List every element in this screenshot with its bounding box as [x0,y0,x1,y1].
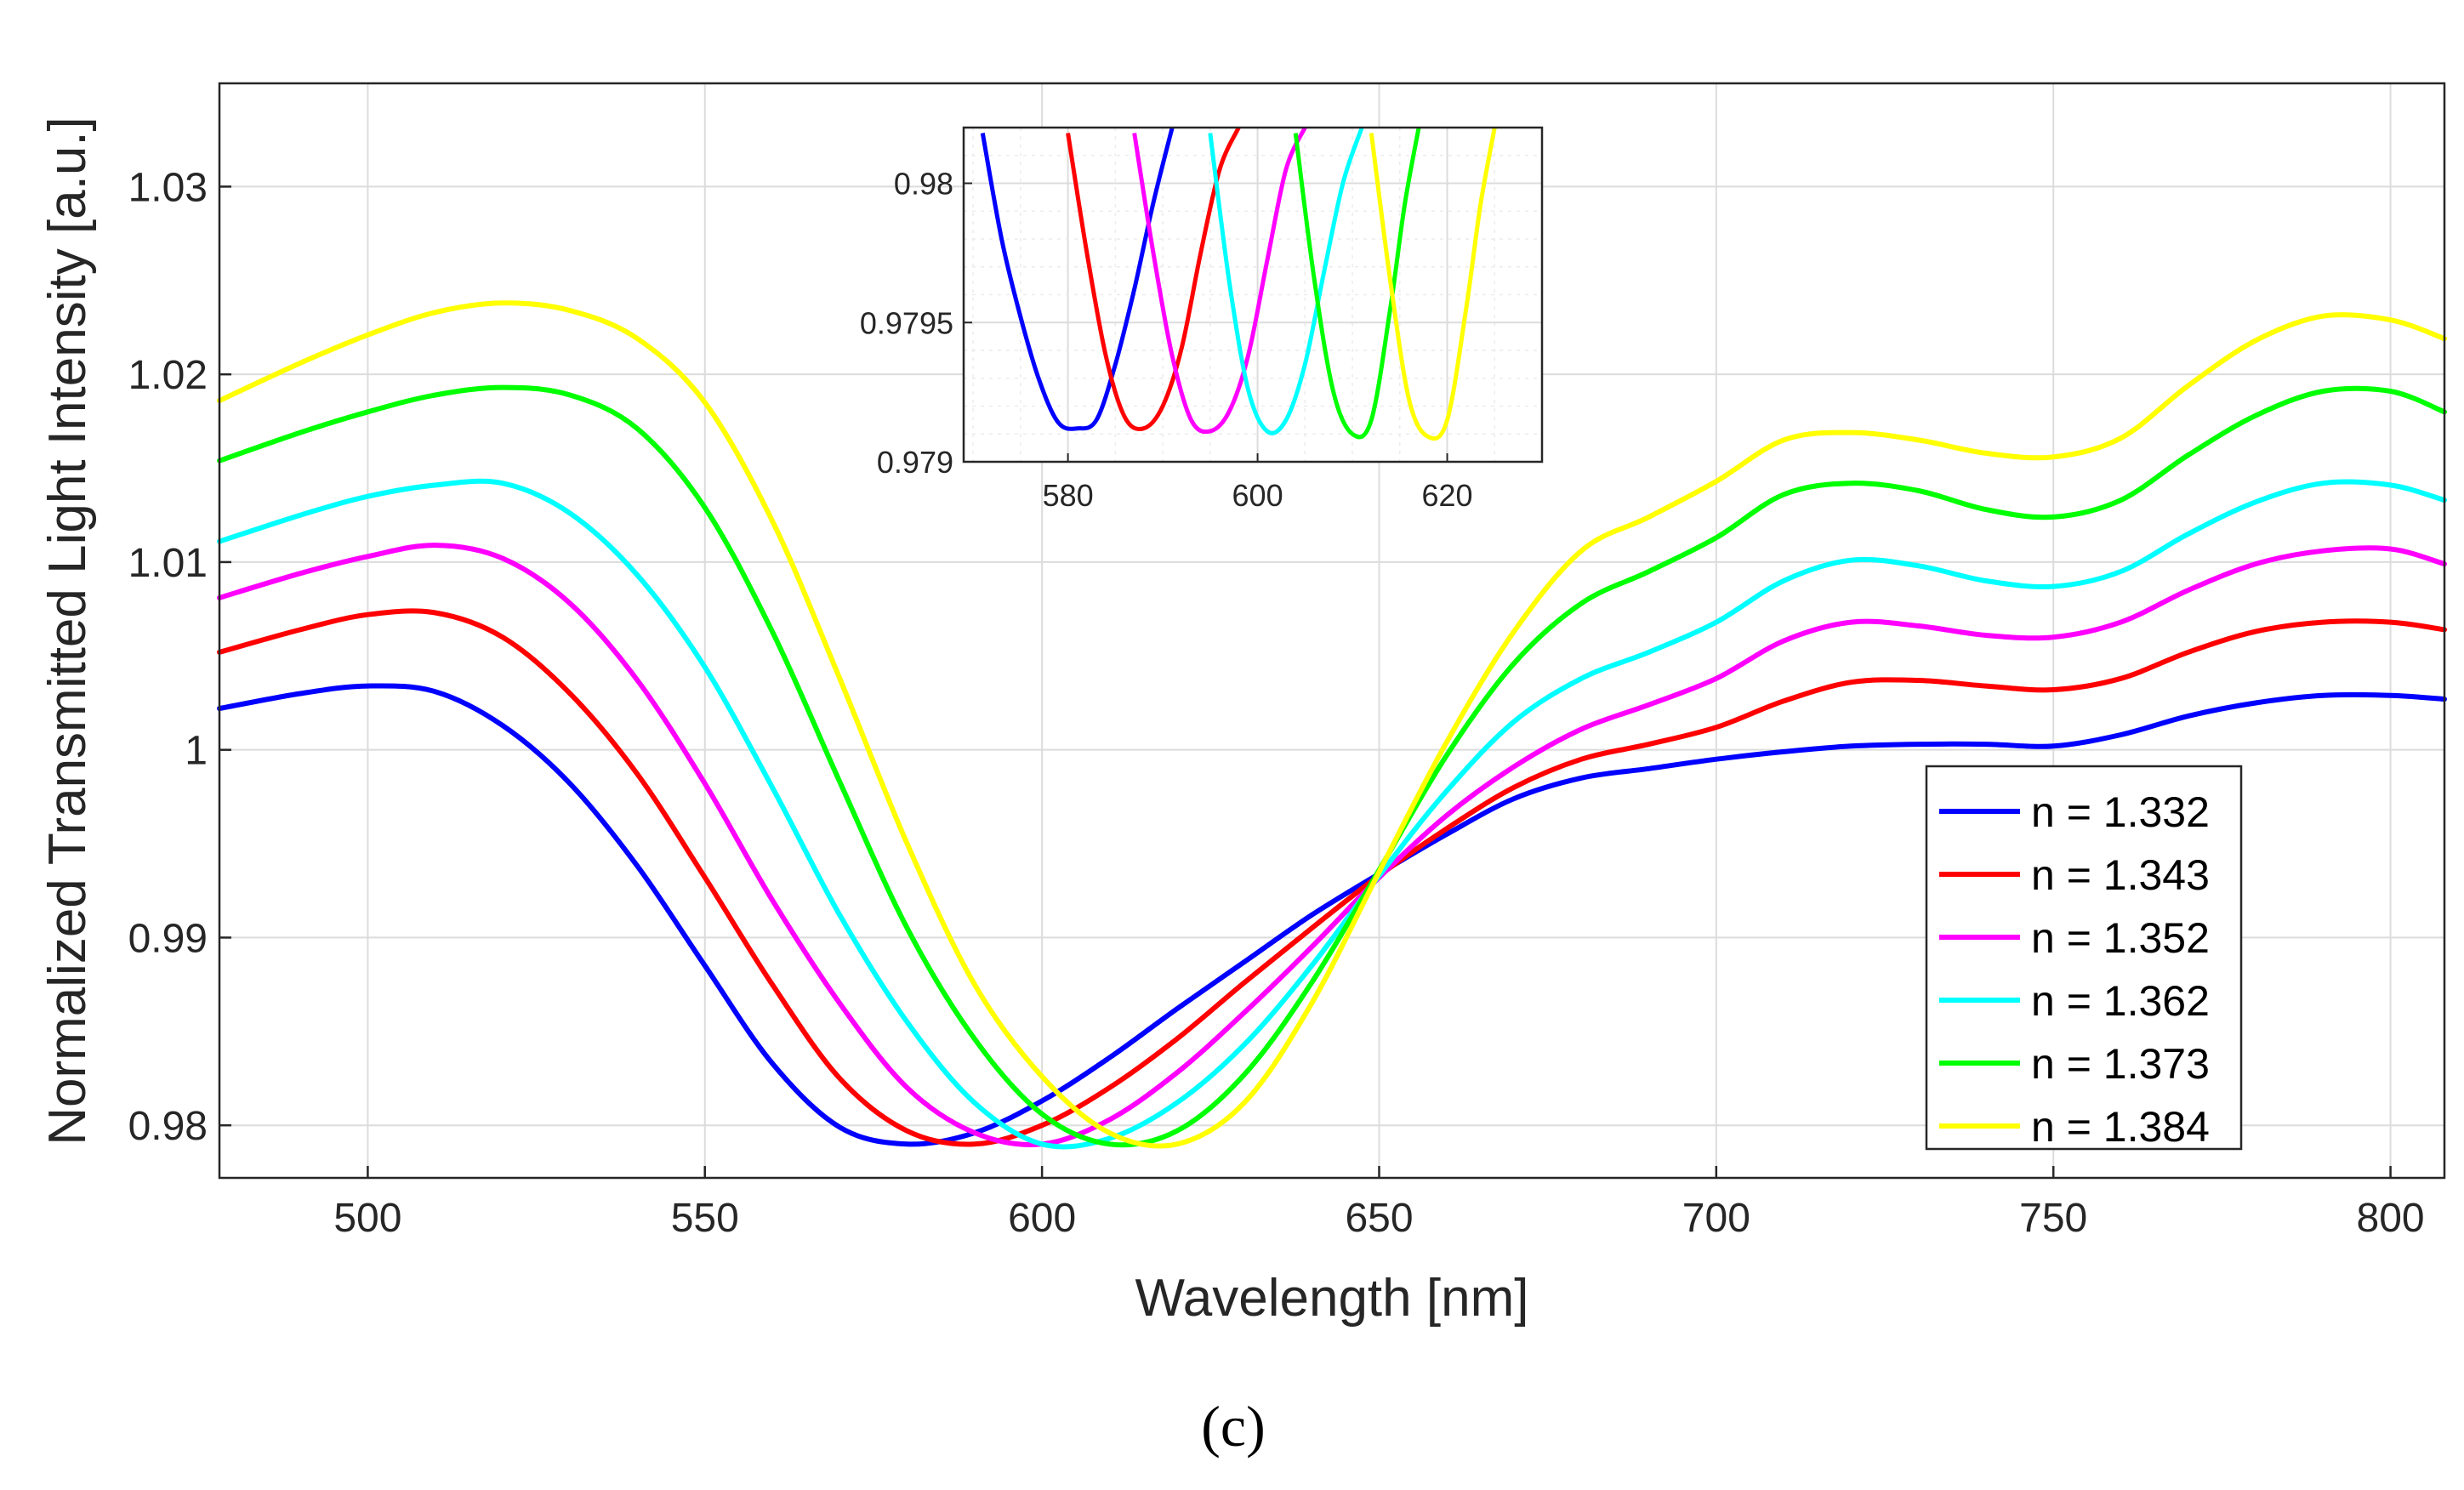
main-y-tick-labels: 0.98 0.99 1 1.01 1.02 1.03 [128,165,231,1149]
inset-series-line-1 [980,128,1175,431]
y-tick-label: 1.02 [128,353,208,398]
series-line-5 [217,384,2447,1148]
x-axis-label: Wavelength [nm] [1135,1269,1529,1328]
inset-y-tick-label: 0.9795 [860,305,953,340]
series-line-4 [217,478,2447,1150]
y-tick-label: 0.99 [128,916,208,961]
y-tick-label: 0.98 [128,1104,208,1149]
legend-label-5: n = 1.373 [2031,1040,2210,1088]
inset-plot-area [962,126,1544,463]
x-tick-label: 550 [671,1196,739,1241]
x-tick-label: 500 [333,1196,401,1241]
x-tick-label: 800 [2357,1196,2425,1241]
inset-series-line-5 [1293,128,1421,440]
inset-x-tick-label: 600 [1232,478,1283,513]
inset-x-tick-label: 620 [1421,478,1472,513]
y-tick-label: 1.03 [128,165,208,210]
inset-series-line-2 [1066,128,1241,432]
x-tick-label: 650 [1345,1196,1413,1241]
inset-series-line-4 [1208,128,1364,435]
y-tick-label: 1.01 [128,541,208,586]
x-tick-label: 750 [2019,1196,2087,1241]
y-axis-label: Normalized Transmitted Light Intensity [… [38,117,97,1146]
inset-curves [980,128,1497,441]
inset-series-line-3 [1132,128,1307,435]
inset-y-tick-label: 0.98 [894,167,953,202]
series-line-1 [217,683,2447,1147]
inset-series-line-6 [1369,128,1497,441]
main-plot-area [218,82,2446,1180]
legend-label-1: n = 1.332 [2031,788,2210,836]
y-tick-label: 1 [185,729,208,774]
legend-box [1925,765,2243,1151]
legend: n = 1.332 n = 1.343 n = 1.352 n = 1.362 n = … [1939,788,2210,1151]
inset-y-tick-labels: 0.979 0.9795 0.98 [860,167,972,480]
inset-x-tick-labels: 580 600 620 [1043,453,1473,513]
x-tick-label: 700 [1682,1196,1750,1241]
x-tick-label: 600 [1008,1196,1076,1241]
main-curves [217,300,2447,1150]
main-x-tick-labels: 500 550 600 650 700 750 800 [333,1166,2425,1241]
legend-label-6: n = 1.384 [2031,1103,2210,1151]
series-line-2 [217,608,2447,1147]
series-line-6 [217,300,2447,1149]
figure-caption: (c) [1201,1394,1265,1459]
inset-y-tick-label: 0.979 [877,445,953,480]
inset-x-tick-label: 580 [1043,478,1094,513]
series-line-3 [217,543,2447,1147]
legend-label-4: n = 1.362 [2031,977,2210,1025]
legend-label-2: n = 1.343 [2031,851,2210,899]
legend-label-3: n = 1.352 [2031,914,2210,962]
